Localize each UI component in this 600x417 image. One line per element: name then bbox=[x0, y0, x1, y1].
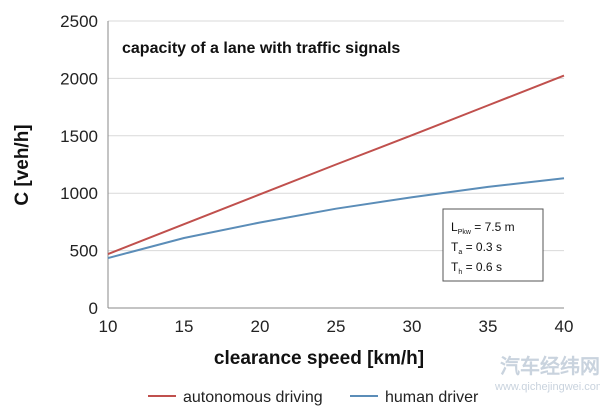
param-ta: Ta = 0.3 s bbox=[451, 240, 502, 256]
y-axis-title: C [veh/h] bbox=[12, 124, 33, 205]
y-tick-2000: 2000 bbox=[60, 69, 98, 88]
param-l-value: = 7.5 m bbox=[471, 220, 515, 234]
x-tick-25: 25 bbox=[327, 317, 346, 336]
y-tick-500: 500 bbox=[70, 242, 98, 261]
watermark-logo-text: 汽车经纬网 bbox=[500, 354, 600, 378]
x-tick-labels: 10 15 20 25 30 35 40 bbox=[99, 317, 574, 336]
x-tick-40: 40 bbox=[555, 317, 574, 336]
param-th-subscript: h bbox=[458, 269, 462, 276]
watermark-url: www.qichejingwei.com bbox=[494, 381, 600, 393]
x-tick-30: 30 bbox=[403, 317, 422, 336]
param-l-symbol: L bbox=[451, 220, 458, 234]
param-th-symbol: T bbox=[451, 260, 459, 274]
y-tick-1000: 1000 bbox=[60, 184, 98, 203]
param-ta-symbol: T bbox=[451, 240, 459, 254]
param-th: Th = 0.6 s bbox=[451, 260, 502, 276]
param-l-subscript: Pkw bbox=[458, 229, 472, 236]
series-lines bbox=[107, 74, 565, 260]
x-tick-15: 15 bbox=[175, 317, 194, 336]
x-axis-title: clearance speed [km/h] bbox=[214, 348, 424, 369]
y-tick-labels: 0 500 1000 1500 2000 2500 bbox=[60, 12, 98, 318]
series-line-autonomous-driving bbox=[107, 74, 565, 255]
parameter-box bbox=[442, 208, 544, 282]
y-tick-1500: 1500 bbox=[60, 127, 98, 146]
legend-label-human: human driver bbox=[385, 389, 479, 406]
param-th-value: = 0.6 s bbox=[462, 260, 502, 274]
chart-title: capacity of a lane with traffic signals bbox=[122, 40, 400, 57]
x-tick-20: 20 bbox=[251, 317, 270, 336]
param-ta-subscript: a bbox=[458, 249, 462, 256]
y-tick-0: 0 bbox=[89, 299, 98, 318]
y-tick-2500: 2500 bbox=[60, 12, 98, 31]
x-tick-10: 10 bbox=[99, 317, 118, 336]
x-tick-35: 35 bbox=[479, 317, 498, 336]
param-l-pkw: LPkw = 7.5 m bbox=[451, 220, 515, 236]
series-line-human-driver bbox=[107, 177, 565, 260]
legend-label-autonomous: autonomous driving bbox=[183, 389, 323, 406]
param-ta-value: = 0.3 s bbox=[462, 240, 502, 254]
